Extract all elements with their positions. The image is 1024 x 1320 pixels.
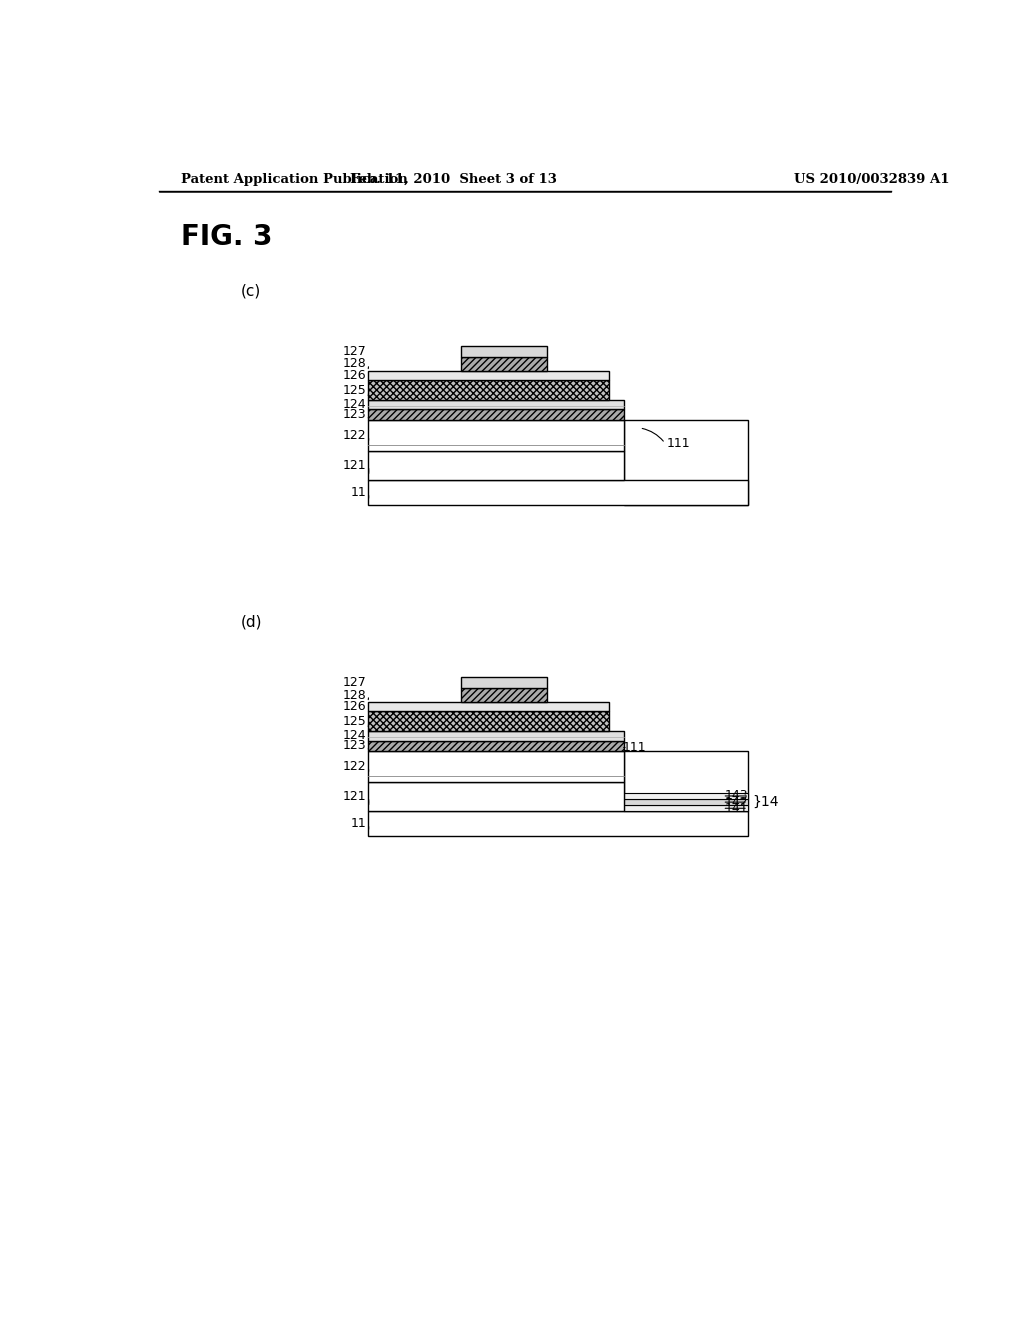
Text: US 2010/0032839 A1: US 2010/0032839 A1 — [795, 173, 950, 186]
Bar — [369, 731, 624, 741]
Text: 141: 141 — [725, 801, 749, 814]
Text: 127: 127 — [343, 676, 367, 689]
Text: 122: 122 — [343, 760, 367, 774]
Text: 125: 125 — [343, 714, 367, 727]
Bar — [461, 677, 547, 688]
Text: 143: 143 — [725, 789, 749, 803]
Text: }14: }14 — [752, 795, 778, 809]
Bar — [369, 480, 748, 506]
Bar — [461, 358, 547, 371]
Bar — [369, 409, 624, 420]
Text: Feb. 11, 2010  Sheet 3 of 13: Feb. 11, 2010 Sheet 3 of 13 — [350, 173, 557, 186]
Bar — [369, 702, 608, 711]
Bar — [369, 741, 624, 751]
Bar — [369, 812, 748, 836]
Bar — [369, 781, 624, 812]
Bar — [461, 688, 547, 702]
Text: (c): (c) — [241, 284, 261, 298]
Bar — [369, 451, 624, 480]
Text: 121: 121 — [343, 791, 367, 804]
Bar — [624, 799, 748, 805]
Text: 11: 11 — [351, 817, 367, 830]
Text: 124: 124 — [343, 730, 367, 742]
Text: 123: 123 — [343, 739, 367, 752]
Bar — [624, 751, 748, 812]
Bar — [369, 380, 608, 400]
Text: 121: 121 — [343, 459, 367, 473]
Text: 142: 142 — [725, 796, 749, 809]
Bar — [624, 793, 748, 799]
Text: 128: 128 — [343, 358, 367, 371]
Text: 111: 111 — [623, 741, 646, 754]
Text: 122: 122 — [343, 429, 367, 442]
Text: 127: 127 — [343, 345, 367, 358]
Bar — [369, 751, 624, 781]
Bar — [369, 711, 608, 731]
Bar — [624, 420, 748, 506]
Text: 126: 126 — [343, 370, 367, 381]
Text: Patent Application Publication: Patent Application Publication — [180, 173, 408, 186]
Bar — [369, 371, 608, 380]
Text: 128: 128 — [343, 689, 367, 702]
Bar — [369, 420, 624, 451]
Bar — [624, 805, 748, 812]
Bar — [369, 400, 624, 409]
Text: (d): (d) — [241, 614, 262, 630]
Text: 111: 111 — [667, 437, 690, 450]
Text: 126: 126 — [343, 700, 367, 713]
Text: 125: 125 — [343, 384, 367, 397]
Bar — [461, 346, 547, 358]
Text: 124: 124 — [343, 399, 367, 412]
Text: 11: 11 — [351, 486, 367, 499]
Text: 123: 123 — [343, 408, 367, 421]
Text: FIG. 3: FIG. 3 — [180, 223, 272, 251]
